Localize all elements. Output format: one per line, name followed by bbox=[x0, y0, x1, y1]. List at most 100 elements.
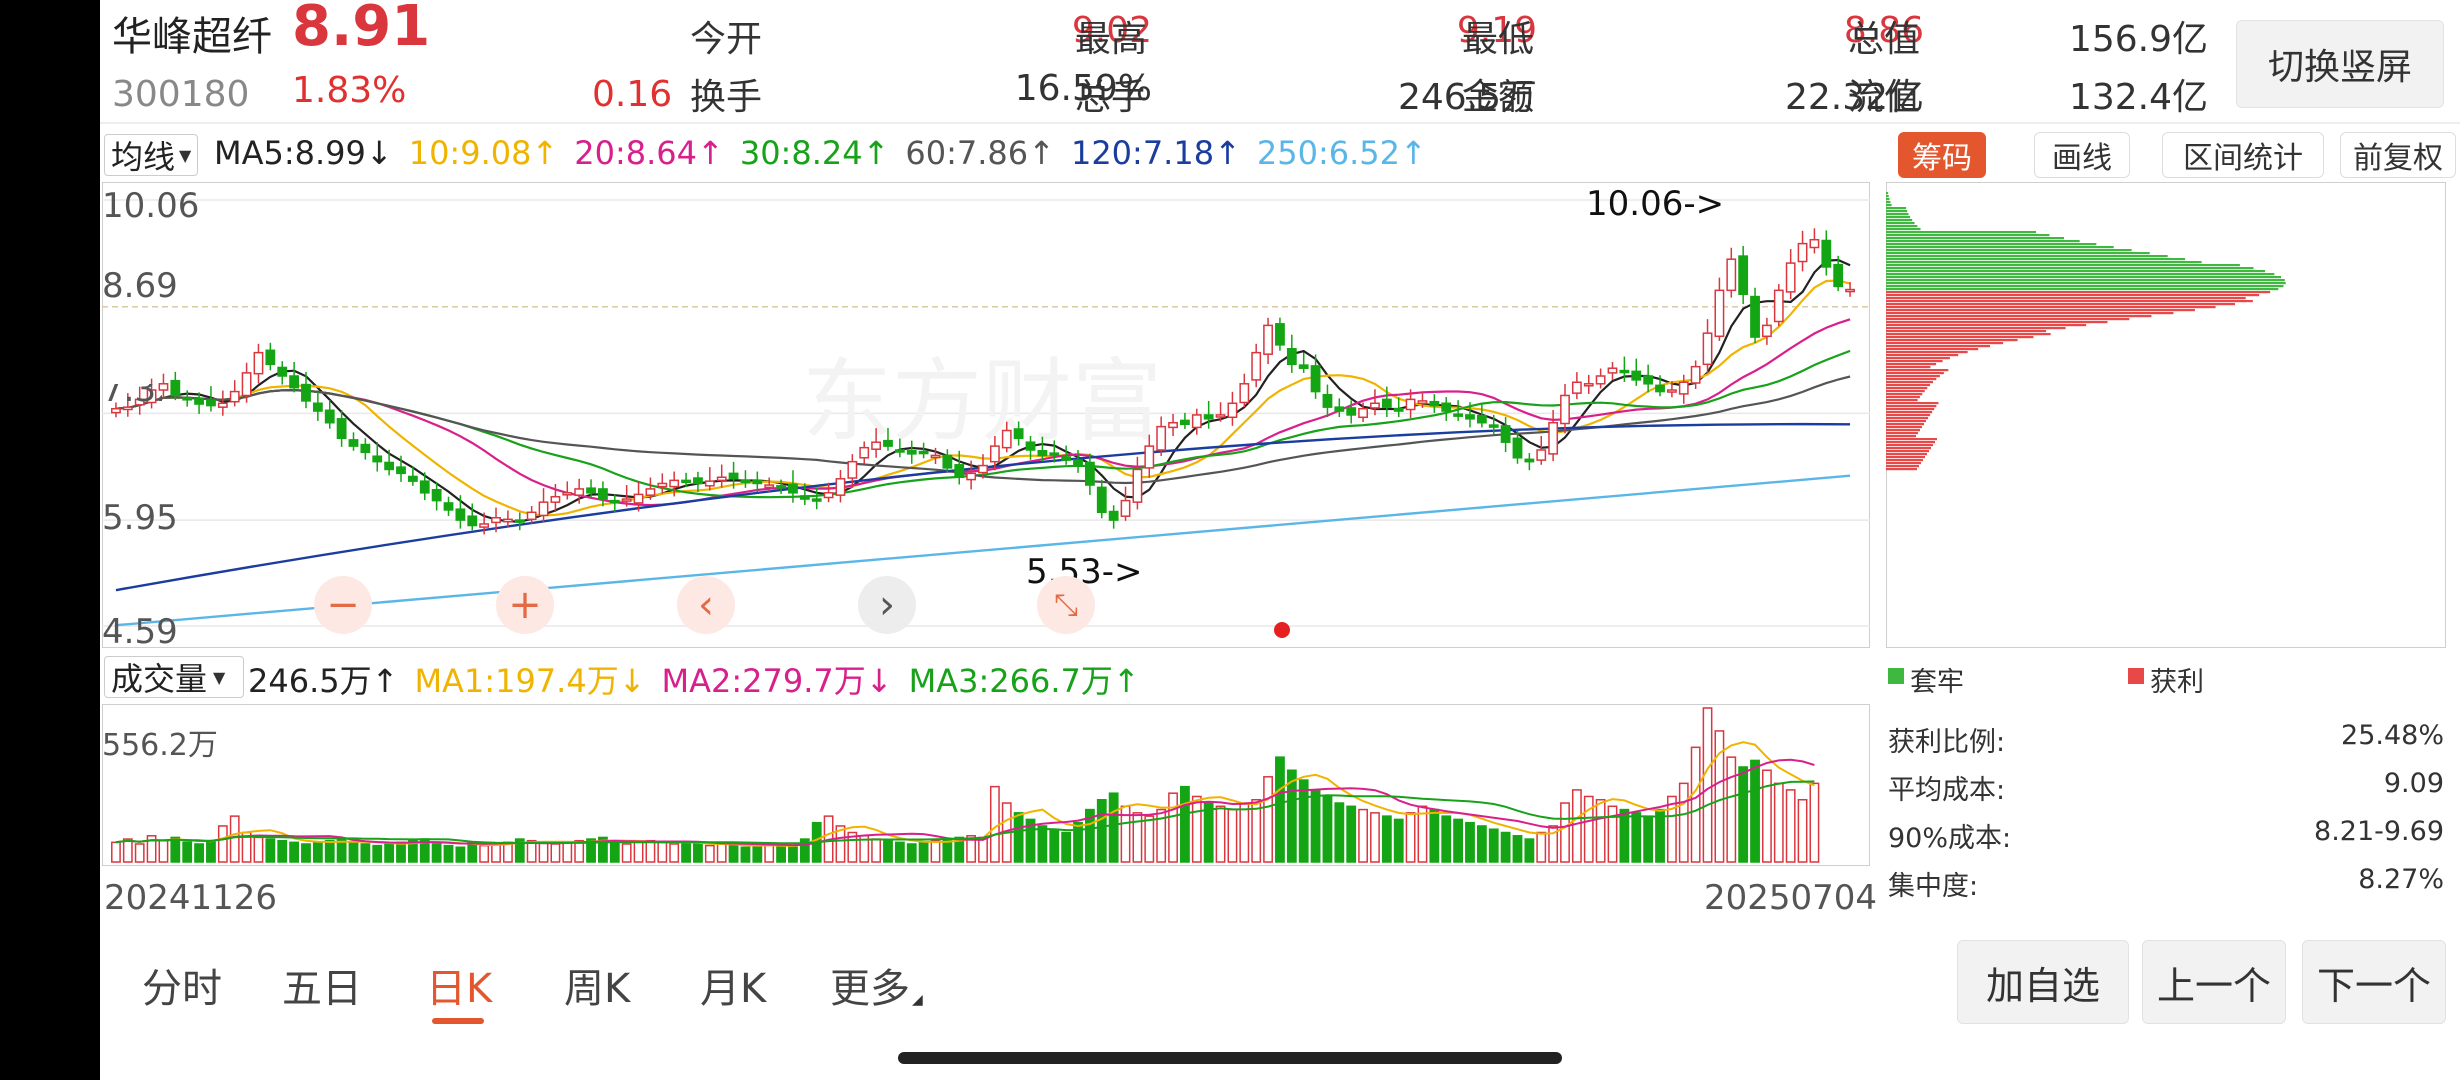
zoom-out-icon[interactable]: − bbox=[314, 576, 372, 634]
pan-left-icon[interactable]: ‹ bbox=[677, 576, 735, 634]
candle-body bbox=[1726, 258, 1737, 292]
tab-weekly-k[interactable]: 周K bbox=[564, 966, 631, 1012]
candle-body bbox=[134, 398, 145, 406]
volume-bar bbox=[693, 843, 703, 863]
candle-body bbox=[1168, 421, 1178, 429]
stock-name: 华峰超纤 bbox=[112, 14, 272, 60]
candle-body bbox=[229, 390, 240, 403]
volume-bar bbox=[989, 785, 1000, 863]
chip-bar bbox=[1886, 330, 2047, 333]
candle-body bbox=[598, 488, 608, 500]
volume-bar bbox=[1655, 808, 1665, 863]
stock-code: 300180 bbox=[112, 74, 250, 115]
candle-body bbox=[1298, 364, 1309, 369]
chip-bar bbox=[1886, 468, 1917, 471]
previous-stock-button[interactable]: 上一个 bbox=[2142, 940, 2286, 1024]
volume-bar bbox=[301, 843, 311, 863]
add-watchlist-button[interactable]: 加自选 bbox=[1957, 940, 2129, 1024]
tab-daily-k[interactable]: 日K bbox=[426, 966, 493, 1012]
volume-bar bbox=[704, 844, 715, 863]
quote-label: 最低 bbox=[1462, 19, 1535, 60]
volume-bar bbox=[1488, 828, 1499, 863]
candle-body bbox=[170, 379, 181, 397]
volume-selector[interactable]: 成交量 ▼ bbox=[104, 656, 244, 698]
candle-body bbox=[894, 449, 905, 453]
candle-body bbox=[396, 466, 406, 475]
volume-bar bbox=[1809, 782, 1820, 863]
volume-bar bbox=[443, 844, 454, 863]
page-indicator-dot bbox=[1274, 622, 1290, 638]
chip-bar bbox=[1886, 246, 2114, 249]
chip-bar bbox=[1886, 453, 1928, 456]
volume-bar bbox=[384, 843, 395, 863]
tab-five-day[interactable]: 五日 bbox=[282, 966, 362, 1012]
volume-bar bbox=[562, 841, 573, 863]
candle-body bbox=[526, 511, 537, 521]
volume-bar bbox=[122, 838, 133, 863]
switch-portrait-button[interactable]: 切换竖屏 bbox=[2236, 20, 2444, 108]
price-axis-label: 7.32 bbox=[102, 384, 162, 408]
ma-selector[interactable]: 均线 ▼ bbox=[104, 134, 198, 176]
quote-value: 156.9亿 bbox=[2068, 19, 2208, 60]
tab-range-stats[interactable]: 区间统计 bbox=[2162, 132, 2324, 178]
volume-bar bbox=[1144, 815, 1155, 863]
candle-body bbox=[431, 488, 442, 502]
zoom-in-icon[interactable]: + bbox=[496, 576, 554, 634]
ma-item: 120:7.18↑ bbox=[1070, 134, 1241, 172]
chip-bar bbox=[1886, 366, 1931, 369]
stat-label: 90%成本: bbox=[1888, 823, 2012, 854]
volume-bar bbox=[1750, 759, 1760, 863]
stock-app: 华峰超纤 8.91 300180 1.83% 0.16 今开 9.02 最高 9… bbox=[100, 0, 2460, 1080]
tab-monthly-k[interactable]: 月K bbox=[700, 966, 767, 1012]
volume-bar bbox=[1227, 808, 1238, 863]
pan-right-icon[interactable]: › bbox=[858, 576, 916, 634]
candle-body bbox=[301, 383, 311, 402]
next-stock-button[interactable]: 下一个 bbox=[2302, 940, 2446, 1024]
tab-chips[interactable]: 筹码 bbox=[1898, 132, 1986, 178]
tab-intraday[interactable]: 分时 bbox=[142, 966, 222, 1012]
candle-body bbox=[681, 479, 691, 484]
volume-bar bbox=[491, 843, 501, 863]
candle-body bbox=[693, 477, 703, 485]
tab-more[interactable]: 更多 bbox=[830, 966, 910, 1012]
volume-bar bbox=[1073, 821, 1083, 863]
volume-bar bbox=[847, 831, 858, 863]
candle-body bbox=[1203, 414, 1214, 420]
candle-body bbox=[1773, 289, 1784, 323]
quote-value: 9.02 bbox=[1071, 10, 1152, 51]
tab-draw[interactable]: 画线 bbox=[2034, 132, 2130, 178]
candle-body bbox=[989, 445, 1000, 463]
volume-bar bbox=[1168, 792, 1178, 863]
chip-bar bbox=[1886, 222, 1915, 225]
candle-body bbox=[407, 475, 418, 482]
collapse-icon[interactable]: ⤡ bbox=[1037, 576, 1095, 634]
volume-bar bbox=[1773, 782, 1784, 863]
candle-body bbox=[348, 439, 359, 447]
volume-bar bbox=[1025, 818, 1036, 863]
candle-body bbox=[930, 454, 941, 459]
volume-bar bbox=[396, 841, 406, 863]
volume-bar bbox=[1239, 802, 1250, 863]
chip-bar bbox=[1886, 363, 1937, 366]
chip-bar bbox=[1886, 231, 2037, 234]
candle-body bbox=[1571, 381, 1582, 394]
home-indicator[interactable] bbox=[898, 1052, 1562, 1064]
chip-bar bbox=[1886, 327, 2066, 330]
chip-bar bbox=[1886, 216, 1911, 219]
candle-body bbox=[811, 498, 822, 502]
kline-chart[interactable]: 东方财富 bbox=[102, 182, 1870, 648]
volume-chart[interactable] bbox=[102, 704, 1870, 866]
chip-bar bbox=[1886, 384, 1931, 387]
candle-body bbox=[455, 508, 466, 521]
chip-bar bbox=[1886, 315, 2152, 318]
chip-bar bbox=[1886, 444, 1934, 447]
candle-body bbox=[1096, 486, 1107, 514]
volume-bar bbox=[324, 839, 335, 863]
chip-bar bbox=[1886, 237, 2064, 240]
chip-bar bbox=[1886, 276, 2282, 279]
volume-chart-frame[interactable] bbox=[102, 704, 1870, 866]
volume-bar bbox=[1393, 818, 1404, 863]
tab-forward-adjust[interactable]: 前复权 bbox=[2340, 132, 2456, 178]
kline-chart-frame[interactable] bbox=[102, 182, 1870, 648]
volume-bar bbox=[609, 841, 620, 863]
